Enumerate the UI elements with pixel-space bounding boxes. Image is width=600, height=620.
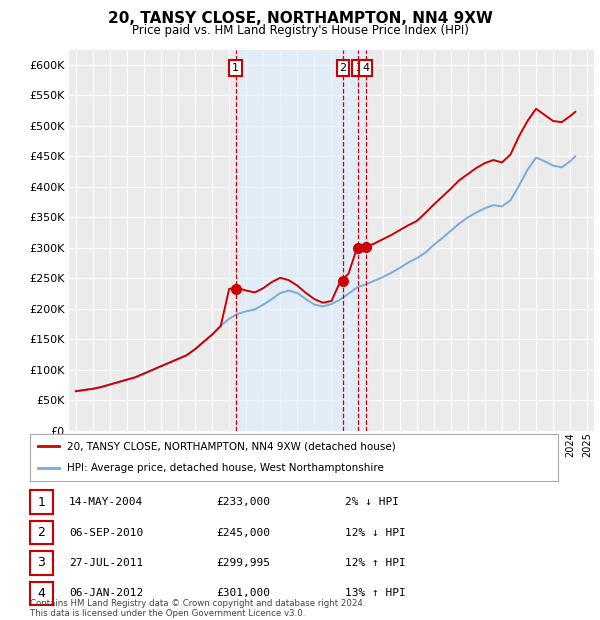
Text: 1: 1 bbox=[37, 496, 46, 508]
Text: £245,000: £245,000 bbox=[216, 528, 270, 538]
Text: 20, TANSY CLOSE, NORTHAMPTON, NN4 9XW: 20, TANSY CLOSE, NORTHAMPTON, NN4 9XW bbox=[107, 11, 493, 25]
Text: 3: 3 bbox=[37, 557, 46, 569]
Text: 12% ↓ HPI: 12% ↓ HPI bbox=[345, 528, 406, 538]
Text: 06-JAN-2012: 06-JAN-2012 bbox=[69, 588, 143, 598]
Text: 06-SEP-2010: 06-SEP-2010 bbox=[69, 528, 143, 538]
Text: 14-MAY-2004: 14-MAY-2004 bbox=[69, 497, 143, 507]
Text: 2: 2 bbox=[340, 63, 347, 73]
Text: HPI: Average price, detached house, West Northamptonshire: HPI: Average price, detached house, West… bbox=[67, 463, 384, 474]
Text: 1: 1 bbox=[232, 63, 239, 73]
Text: £299,995: £299,995 bbox=[216, 558, 270, 568]
Text: £301,000: £301,000 bbox=[216, 588, 270, 598]
Text: £233,000: £233,000 bbox=[216, 497, 270, 507]
Text: Contains HM Land Registry data © Crown copyright and database right 2024.
This d: Contains HM Land Registry data © Crown c… bbox=[30, 599, 365, 618]
Text: 12% ↑ HPI: 12% ↑ HPI bbox=[345, 558, 406, 568]
Text: 4: 4 bbox=[362, 63, 370, 73]
Text: 13% ↑ HPI: 13% ↑ HPI bbox=[345, 588, 406, 598]
Text: 27-JUL-2011: 27-JUL-2011 bbox=[69, 558, 143, 568]
Text: 4: 4 bbox=[37, 587, 46, 600]
Text: 2: 2 bbox=[37, 526, 46, 539]
Text: 2% ↓ HPI: 2% ↓ HPI bbox=[345, 497, 399, 507]
Text: Price paid vs. HM Land Registry's House Price Index (HPI): Price paid vs. HM Land Registry's House … bbox=[131, 24, 469, 37]
Text: 20, TANSY CLOSE, NORTHAMPTON, NN4 9XW (detached house): 20, TANSY CLOSE, NORTHAMPTON, NN4 9XW (d… bbox=[67, 441, 396, 451]
Bar bbox=[236, 50, 366, 431]
Text: 3: 3 bbox=[355, 63, 362, 73]
